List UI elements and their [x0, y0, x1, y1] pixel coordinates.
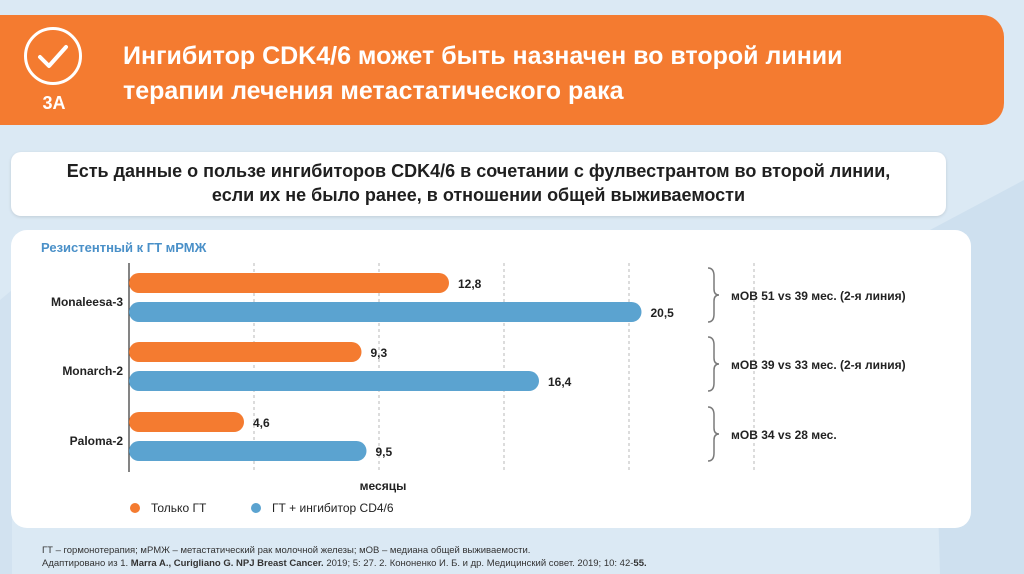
- footnote-line-1: ГТ – гормонотерапия; мРМЖ – метастатичес…: [42, 545, 531, 556]
- bar-chart: Резистентный к ГТ мРМЖ 12,8 20,5 Monaleesa-…: [41, 240, 906, 515]
- chart-panel: Резистентный к ГТ мРМЖ 12,8 20,5 Monaleesa-…: [11, 230, 971, 528]
- bar-monarch-2-gt-cdk: [129, 371, 539, 391]
- bar-value-label: 9,5: [376, 445, 393, 459]
- bar-monarch-2-gt: [129, 342, 362, 362]
- brace-icon: [707, 336, 720, 392]
- legend-label: ГТ + ингибитор CD4/6: [272, 501, 394, 515]
- bar-monaleesa-3-gt-cdk: [129, 302, 642, 322]
- footnote-ref-authors: Marra A., Curigliano G. NPJ Breast Cance…: [130, 558, 324, 569]
- annotation-mov: мОВ 51 vs 39 мес. (2-я линия): [731, 289, 906, 303]
- category-label: Monarch-2: [62, 364, 123, 378]
- annotation-mov: мОВ 34 vs 28 мес.: [731, 428, 837, 442]
- subtitle-line-2: если их не было ранее, в отношении общей…: [211, 185, 746, 205]
- page-title: Ингибитор CDK4/6 может быть назначен во …: [123, 39, 983, 109]
- title-line-1: Ингибитор CDK4/6 может быть назначен во …: [123, 42, 843, 70]
- footnote-ref-tail: 55.: [633, 558, 647, 569]
- bar-monaleesa-3-gt: [129, 273, 449, 293]
- footnote: ГТ – гормонотерапия; мРМЖ – метастатичес…: [42, 544, 1002, 570]
- x-axis-label: месяцы: [360, 479, 407, 493]
- bar-paloma-2-gt: [129, 412, 244, 432]
- footnote-line-2: Адаптировано из 1. Marra A., Curigliano …: [42, 557, 1002, 570]
- section-badge: 3A: [18, 23, 90, 115]
- brace-icon: [707, 406, 720, 462]
- bar-value-label: 16,4: [548, 375, 572, 389]
- check-circle-icon: [24, 27, 82, 85]
- category-label: Monaleesa-3: [51, 295, 123, 309]
- bar-paloma-2-gt-cdk: [129, 441, 367, 461]
- bar-value-label: 20,5: [651, 306, 675, 320]
- bar-value-label: 4,6: [253, 416, 270, 430]
- badge-label: 3A: [42, 93, 66, 113]
- legend-marker: [130, 503, 140, 513]
- subtitle-line-1: Есть данные о пользе ингибиторов CDK4/6 …: [66, 161, 891, 181]
- category-label: Paloma-2: [70, 434, 124, 448]
- header-banner: 3A Ингибитор CDK4/6 может быть назначен …: [0, 15, 1004, 125]
- footnote-ref-details: 2019; 5: 27. 2. Кононенко И. Б. и др. Ме…: [323, 558, 634, 569]
- subtitle-box: Есть данные о пользе ингибиторов CDK4/6 …: [11, 152, 946, 216]
- legend-marker: [251, 503, 261, 513]
- annotation-mov: мОВ 39 vs 33 мес. (2-я линия): [731, 358, 906, 372]
- chart-title: Резистентный к ГТ мРМЖ: [41, 240, 207, 255]
- bar-value-label: 9,3: [371, 346, 388, 360]
- title-line-2: терапии лечения метастатического рака: [123, 77, 624, 105]
- brace-icon: [707, 267, 720, 323]
- legend-label: Только ГТ: [151, 501, 207, 515]
- footnote-ref-intro: Адаптировано из 1.: [42, 558, 131, 569]
- bar-value-label: 12,8: [458, 277, 482, 291]
